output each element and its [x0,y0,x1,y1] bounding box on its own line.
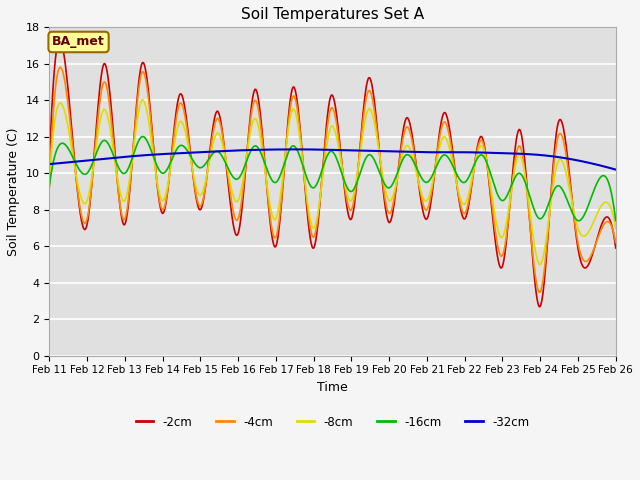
Title: Soil Temperatures Set A: Soil Temperatures Set A [241,7,424,22]
X-axis label: Time: Time [317,381,348,394]
Y-axis label: Soil Temperature (C): Soil Temperature (C) [7,127,20,256]
Text: BA_met: BA_met [52,36,105,48]
Legend: -2cm, -4cm, -8cm, -16cm, -32cm: -2cm, -4cm, -8cm, -16cm, -32cm [131,411,534,433]
